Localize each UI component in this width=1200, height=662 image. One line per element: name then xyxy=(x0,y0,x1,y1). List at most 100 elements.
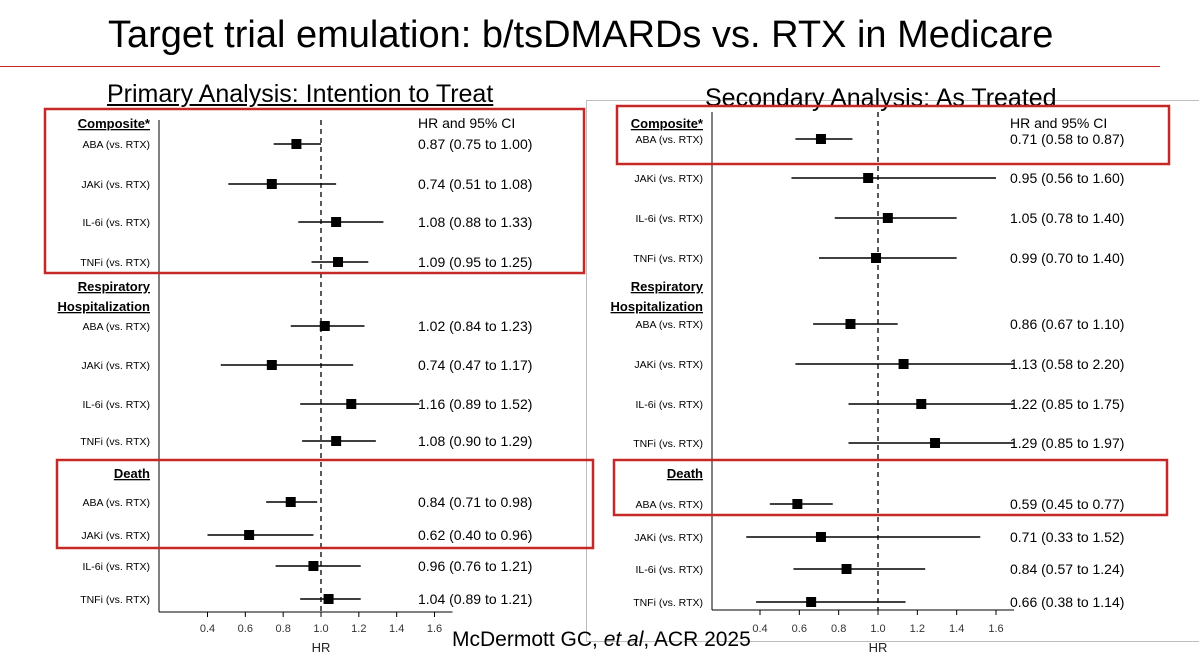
x-tick-label: 0.6 xyxy=(792,623,807,635)
row-label: ABA (vs. RTX) xyxy=(636,134,704,146)
hr-point xyxy=(291,139,302,149)
group-header: Hospitalization xyxy=(611,299,704,314)
hr-point xyxy=(871,253,882,263)
group-header: Hospitalization xyxy=(58,299,151,314)
x-tick-label: 1.2 xyxy=(910,623,925,635)
hr-point xyxy=(815,134,826,144)
hr-ci-value: 0.86 (0.67 to 1.10) xyxy=(1010,316,1124,332)
row-label: IL-6i (vs. RTX) xyxy=(83,399,150,411)
group-header: Composite* xyxy=(78,116,151,131)
row-label: JAKi (vs. RTX) xyxy=(634,532,703,544)
hr-ci-value: 1.08 (0.88 to 1.33) xyxy=(418,214,532,230)
ci-header: HR and 95% CI xyxy=(1010,115,1107,131)
row-label: TNFi (vs. RTX) xyxy=(633,597,703,609)
hr-point xyxy=(266,179,277,189)
hr-ci-value: 1.04 (0.89 to 1.21) xyxy=(418,591,532,607)
hr-point xyxy=(244,530,255,540)
x-tick-label: 1.0 xyxy=(313,623,328,635)
hr-ci-value: 0.84 (0.71 to 0.98) xyxy=(418,494,532,510)
hr-point xyxy=(841,564,852,574)
hr-point xyxy=(863,173,874,183)
hr-ci-value: 1.09 (0.95 to 1.25) xyxy=(418,254,532,270)
x-tick-label: 1.6 xyxy=(427,623,442,635)
hr-point xyxy=(285,497,296,507)
hr-ci-value: 0.99 (0.70 to 1.40) xyxy=(1010,250,1124,266)
hr-point xyxy=(845,319,856,329)
hr-point xyxy=(323,594,334,604)
hr-ci-value: 0.95 (0.56 to 1.60) xyxy=(1010,170,1124,186)
hr-ci-value: 1.22 (0.85 to 1.75) xyxy=(1010,396,1124,412)
hr-ci-value: 0.71 (0.58 to 0.87) xyxy=(1010,131,1124,147)
hr-ci-value: 0.62 (0.40 to 0.96) xyxy=(418,527,532,543)
x-tick-label: 0.6 xyxy=(238,623,253,635)
group-header: Composite* xyxy=(631,116,704,131)
highlight-box xyxy=(612,458,1169,517)
group-header: Death xyxy=(114,466,150,481)
x-tick-label: 1.0 xyxy=(870,623,885,635)
group-header: Respiratory xyxy=(631,279,704,294)
hr-point xyxy=(930,438,941,448)
x-tick-label: 0.4 xyxy=(200,623,215,635)
row-label: TNFi (vs. RTX) xyxy=(633,438,703,450)
row-label: JAKi (vs. RTX) xyxy=(634,359,703,371)
hr-ci-value: 1.08 (0.90 to 1.29) xyxy=(418,433,532,449)
hr-point xyxy=(308,561,319,571)
hr-point xyxy=(916,399,927,409)
x-tick-label: 1.4 xyxy=(389,623,404,635)
row-label: JAKi (vs. RTX) xyxy=(81,179,150,191)
row-label: IL-6i (vs. RTX) xyxy=(636,399,703,411)
hr-ci-value: 0.96 (0.76 to 1.21) xyxy=(418,558,532,574)
hr-point xyxy=(806,597,817,607)
hr-point xyxy=(792,499,803,509)
title-divider xyxy=(0,66,1160,67)
row-label: IL-6i (vs. RTX) xyxy=(83,561,150,573)
x-tick-label: 1.6 xyxy=(988,623,1003,635)
x-tick-label: 0.8 xyxy=(831,623,846,635)
row-label: ABA (vs. RTX) xyxy=(636,499,704,511)
hr-ci-value: 1.13 (0.58 to 2.20) xyxy=(1010,356,1124,372)
hr-ci-value: 0.87 (0.75 to 1.00) xyxy=(418,136,532,152)
group-header: Death xyxy=(667,466,703,481)
row-label: ABA (vs. RTX) xyxy=(83,321,151,333)
secondary-panel-frame xyxy=(586,100,1199,642)
row-label: TNFi (vs. RTX) xyxy=(633,253,703,265)
hr-point xyxy=(331,217,342,227)
hr-point xyxy=(266,360,277,370)
slide-title: Target trial emulation: b/tsDMARDs vs. R… xyxy=(108,14,1054,56)
hr-ci-value: 1.05 (0.78 to 1.40) xyxy=(1010,210,1124,226)
hr-ci-value: 0.74 (0.47 to 1.17) xyxy=(418,357,532,373)
hr-point xyxy=(346,399,357,409)
secondary-analysis-title: Secondary Analysis: As Treated xyxy=(705,84,1057,112)
x-axis-label: HR xyxy=(312,640,331,655)
hr-ci-value: 0.66 (0.38 to 1.14) xyxy=(1010,594,1124,610)
row-label: IL-6i (vs. RTX) xyxy=(83,217,150,229)
row-label: ABA (vs. RTX) xyxy=(83,497,151,509)
hr-point xyxy=(898,359,909,369)
hr-ci-value: 0.71 (0.33 to 1.52) xyxy=(1010,529,1124,545)
group-header: Respiratory xyxy=(78,279,151,294)
row-label: IL-6i (vs. RTX) xyxy=(636,564,703,576)
x-tick-label: 1.4 xyxy=(949,623,964,635)
hr-ci-value: 0.59 (0.45 to 0.77) xyxy=(1010,496,1124,512)
hr-ci-value: 0.74 (0.51 to 1.08) xyxy=(418,176,532,192)
hr-ci-value: 1.02 (0.84 to 1.23) xyxy=(418,318,532,334)
x-tick-label: 0.8 xyxy=(276,623,291,635)
x-tick-label: 1.2 xyxy=(351,623,366,635)
hr-point xyxy=(333,257,344,267)
row-label: JAKi (vs. RTX) xyxy=(634,173,703,185)
x-axis-label: HR xyxy=(869,640,888,655)
hr-point xyxy=(815,532,826,542)
hr-ci-value: 1.16 (0.89 to 1.52) xyxy=(418,396,532,412)
hr-point xyxy=(319,321,330,331)
hr-ci-value: 1.29 (0.85 to 1.97) xyxy=(1010,435,1124,451)
citation: McDermott GC, et al, ACR 2025 xyxy=(452,628,751,651)
row-label: TNFi (vs. RTX) xyxy=(80,594,150,606)
hr-point xyxy=(882,213,893,223)
highlight-box xyxy=(615,104,1171,166)
row-label: ABA (vs. RTX) xyxy=(636,319,704,331)
ci-header: HR and 95% CI xyxy=(418,115,515,131)
row-label: JAKi (vs. RTX) xyxy=(81,360,150,372)
hr-point xyxy=(331,436,342,446)
row-label: IL-6i (vs. RTX) xyxy=(636,213,703,225)
